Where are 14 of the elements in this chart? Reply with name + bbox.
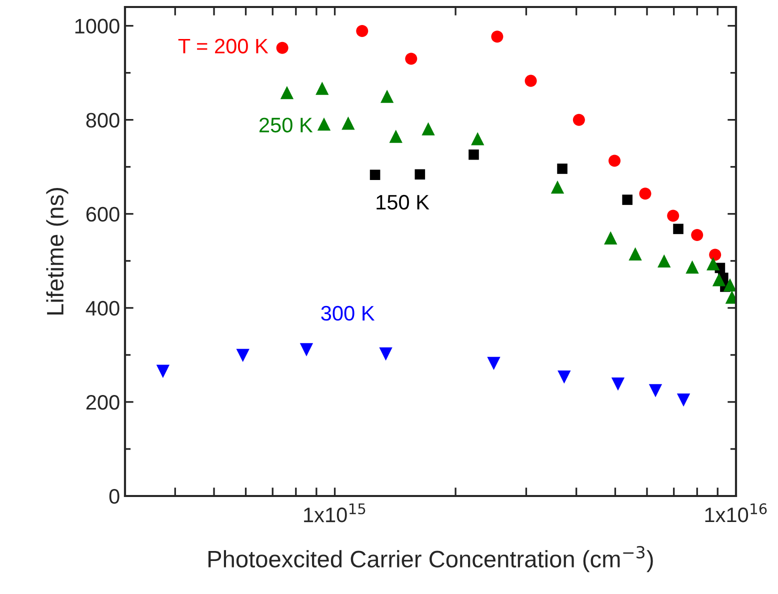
- y-tick-label: 1000: [75, 18, 120, 34]
- y-tick-label: 200: [86, 394, 120, 410]
- x-tick-label: 1x10$^{16}$: [705, 503, 767, 522]
- series-label: 150 K: [376, 194, 430, 210]
- y-axis-title: Lifetime (ns): [46, 188, 68, 315]
- series-label: 250 K: [260, 118, 313, 132]
- series-label: T = 200 K: [178, 38, 268, 54]
- series-label: 300 K: [321, 306, 375, 321]
- y-tick-label: 400: [86, 300, 120, 316]
- y-tick-label: 0: [109, 489, 120, 504]
- x-tick-label: 1x10$^{15}$: [304, 503, 366, 522]
- y-tick-label: 600: [86, 206, 120, 222]
- y-tick-label: 800: [86, 112, 120, 128]
- x-axis-title: Photoexcited Carrier Concentration (cm$^{−3}$): [208, 546, 653, 572]
